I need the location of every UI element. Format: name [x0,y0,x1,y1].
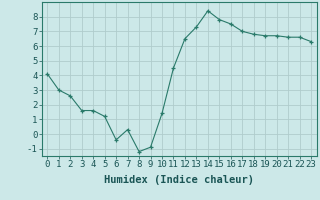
X-axis label: Humidex (Indice chaleur): Humidex (Indice chaleur) [104,175,254,185]
